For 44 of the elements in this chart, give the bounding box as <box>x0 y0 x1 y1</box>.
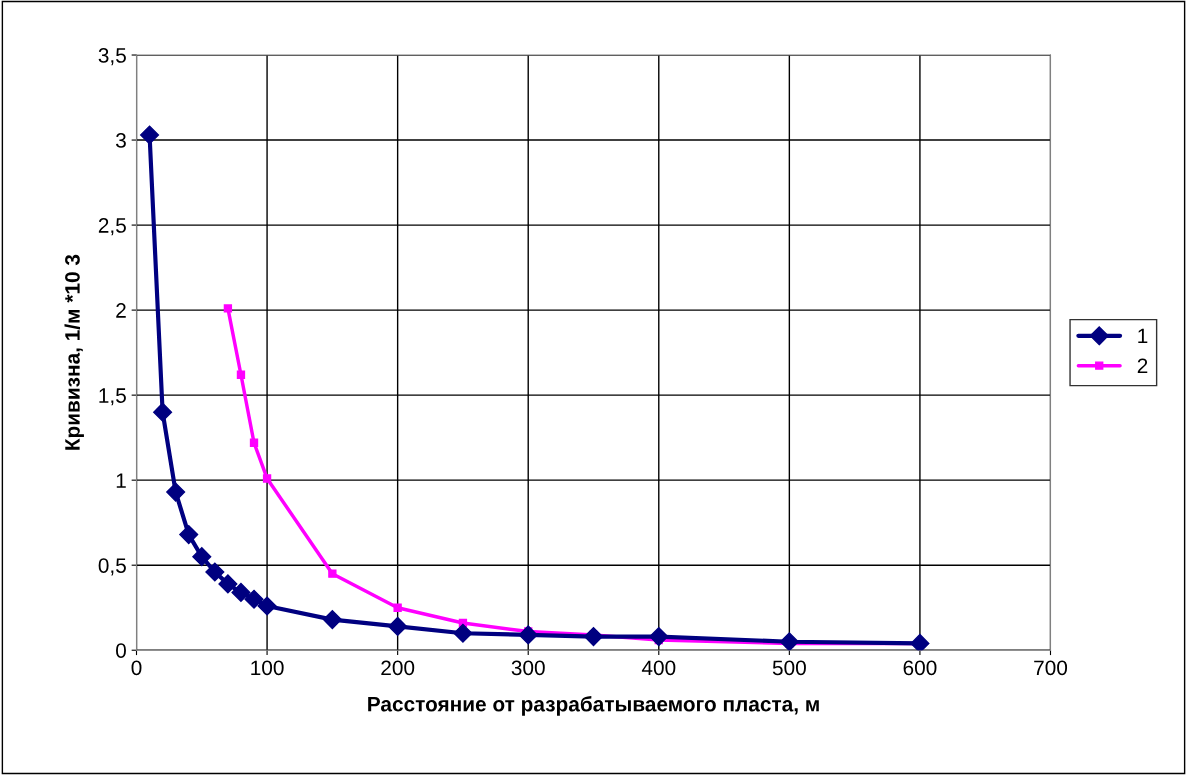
point <box>910 633 930 651</box>
point <box>179 525 199 545</box>
point <box>231 582 251 602</box>
point <box>779 632 799 651</box>
point <box>218 574 238 594</box>
y-axis-title: Кривизна, 1/м *10 3 <box>64 254 84 450</box>
legend-label: 2 <box>1137 358 1148 373</box>
y-tick-label: 1,5 <box>99 388 126 406</box>
x-tick-label: 300 <box>511 660 545 676</box>
y-tick-label: 2 <box>116 303 126 318</box>
y-tick-label: 1 <box>116 473 126 488</box>
point <box>223 304 233 313</box>
point <box>393 603 402 612</box>
point <box>140 125 160 145</box>
point <box>328 569 337 578</box>
y-tick-label: 3,5 <box>98 48 126 66</box>
point <box>236 370 246 379</box>
x-axis-title: Расстояние от разрабатываемого пласта, м <box>368 696 819 716</box>
point <box>244 589 264 609</box>
point <box>166 482 186 502</box>
y-tick-label: 0 <box>116 643 126 658</box>
x-tick-label: 100 <box>251 660 284 676</box>
legend-label: 1 <box>1138 328 1148 344</box>
point <box>249 438 259 447</box>
point <box>649 627 669 647</box>
point <box>453 623 473 643</box>
x-tick-label: 400 <box>641 660 676 676</box>
x-tick-label: 200 <box>381 660 415 676</box>
y-tick-label: 2,5 <box>98 218 126 236</box>
point <box>518 625 538 645</box>
x-tick-label: 0 <box>131 660 142 676</box>
x-tick-label: 500 <box>772 660 806 676</box>
x-tick-label: 700 <box>1034 660 1068 676</box>
point <box>583 627 604 647</box>
point <box>192 547 212 567</box>
point <box>322 610 342 630</box>
point <box>388 616 408 636</box>
point <box>257 596 277 616</box>
point <box>153 402 173 422</box>
point <box>262 474 272 483</box>
y-tick-label: 0,5 <box>98 558 126 576</box>
y-tick-label: 3 <box>115 133 126 148</box>
point <box>205 562 225 582</box>
x-tick-label: 600 <box>903 660 937 676</box>
